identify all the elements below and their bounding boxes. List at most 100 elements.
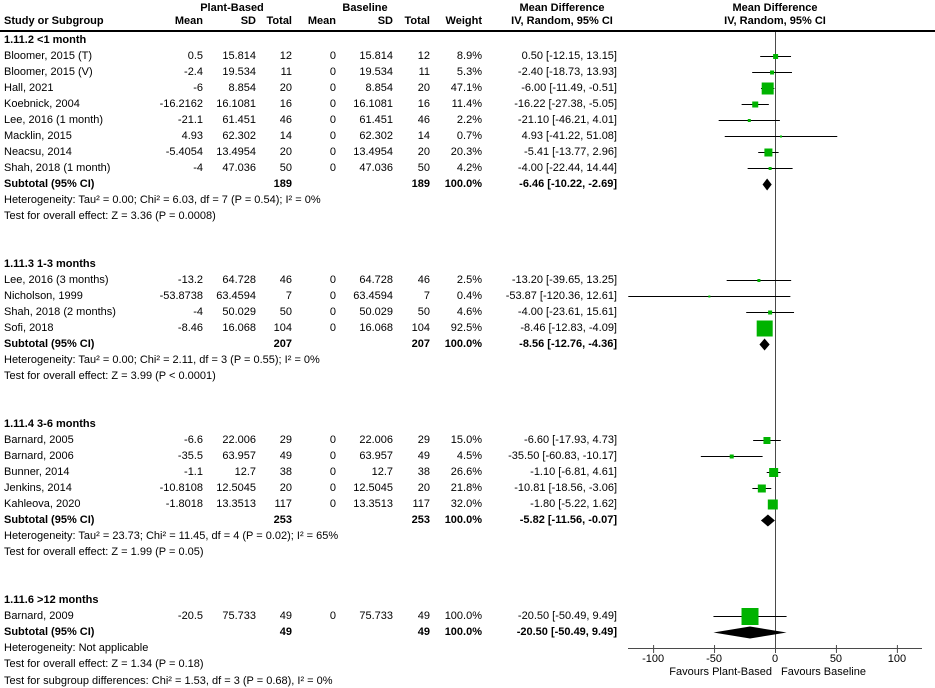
base-total: 104: [411, 322, 430, 334]
plant-sd: 62.302: [222, 130, 256, 142]
study-label: Kahleova, 2020: [4, 498, 81, 510]
plant-total: 50: [279, 306, 292, 318]
heterogeneity-text: Heterogeneity: Tau² = 23.73; Chi² = 11.4…: [4, 530, 339, 542]
plant-mean: -8.46: [177, 322, 203, 334]
plant-mean: -4: [193, 306, 203, 318]
weight: 92.5%: [450, 322, 482, 334]
study-label: Macklin, 2015: [4, 130, 72, 142]
weight: 100.0%: [444, 338, 482, 350]
subtotal-label: Subtotal (95% CI): [4, 338, 95, 350]
study-label: Barnard, 2009: [4, 610, 74, 622]
weight: 47.1%: [450, 82, 482, 94]
plant-total: 20: [279, 82, 292, 94]
base-sd: 16.068: [359, 322, 393, 334]
study-row: Jenkins, 2014 -10.8108 12.5045 20 0 12.5045 20…: [0, 480, 630, 496]
base-mean: 0: [329, 450, 336, 462]
study-marker: [757, 279, 761, 282]
study-row: Bloomer, 2015 (T) 0.5 15.814 12 0 15.814 12 8.9…: [0, 48, 630, 64]
base-sd: 15.814: [359, 50, 393, 62]
ci-text: -21.10 [-46.21, 4.01]: [517, 114, 617, 126]
study-marker: [747, 119, 751, 122]
ci-text: -8.46 [-12.83, -4.09]: [520, 322, 617, 334]
plant-mean: -4: [193, 162, 203, 174]
tick-label: 50: [829, 653, 843, 665]
study-marker: [764, 148, 773, 157]
ci-text: -4.00 [-23.61, 15.61]: [517, 306, 617, 318]
column-header-total1: Total: [266, 15, 292, 27]
group-header-plant-based: Plant-Based: [200, 2, 264, 14]
base-sd: 61.451: [359, 114, 393, 126]
base-total: 11: [418, 66, 430, 78]
plant-total: 7: [285, 290, 292, 302]
study-label: Sofi, 2018: [4, 322, 54, 334]
plant-sd: 64.728: [222, 274, 256, 286]
plant-total: 117: [274, 498, 292, 510]
plant-total: 14: [279, 130, 292, 142]
base-total: 117: [412, 498, 430, 510]
plant-total: 49: [279, 610, 292, 622]
plant-mean: -10.8108: [159, 482, 203, 494]
ci-text: -5.82 [-11.56, -0.07]: [519, 514, 617, 526]
column-header-study: Study or Subgroup: [4, 15, 104, 27]
base-sd: 22.006: [359, 434, 393, 446]
study-row: Nicholson, 1999 -53.8738 63.4594 7 0 63.4594 7…: [0, 288, 630, 304]
base-mean: 0: [329, 306, 336, 318]
plant-sd: 8.854: [228, 82, 256, 94]
ci-text: -20.50 [-50.49, 9.49]: [516, 626, 617, 638]
base-total: 189: [411, 178, 430, 190]
section-name: 1.11.3 1-3 months: [4, 258, 96, 270]
study-row: Hall, 2021 -6 8.854 20 0 8.854 20 47.1% -6.00 [-…: [0, 80, 630, 96]
plant-total: 49: [279, 626, 292, 638]
base-mean: 0: [329, 434, 336, 446]
base-sd: 19.534: [359, 66, 393, 78]
favours-left-label: Favours Plant-Based: [669, 666, 772, 678]
base-total: 49: [417, 450, 430, 462]
overall-effect-text: Test for overall effect: Z = 1.34 (P = 0…: [4, 658, 204, 670]
overall-effect-text: Test for overall effect: Z = 1.99 (P = 0…: [4, 546, 204, 558]
plant-sd: 12.5045: [216, 482, 256, 494]
study-label: Barnard, 2005: [4, 434, 74, 446]
base-mean: 0: [329, 466, 336, 478]
base-total: 20: [417, 146, 430, 158]
section-header-row: 1.11.3 1-3 months: [0, 256, 630, 272]
plant-sd: 15.814: [222, 50, 256, 62]
base-total: 253: [411, 514, 430, 526]
base-total: 38: [417, 466, 430, 478]
study-marker: [768, 310, 773, 315]
study-row: Barnard, 2006 -35.5 63.957 49 0 63.957 49 4.5% -…: [0, 448, 630, 464]
base-total: 14: [417, 130, 430, 142]
table-header-row: Study or Subgroup Mean SD Total Mean SD …: [0, 13, 630, 29]
base-sd: 50.029: [359, 306, 393, 318]
plant-mean: -21.1: [177, 114, 203, 126]
subtotal-label: Subtotal (95% CI): [4, 514, 95, 526]
study-marker: [763, 437, 771, 444]
plant-mean: -16.2162: [159, 98, 203, 110]
ci-text: -6.46 [-10.22, -2.69]: [519, 178, 617, 190]
weight: 2.5%: [456, 274, 482, 286]
plant-total: 104: [273, 322, 292, 334]
study-label: Jenkins, 2014: [4, 482, 72, 494]
study-marker: [741, 608, 759, 625]
heterogeneity-text: Heterogeneity: Tau² = 0.00; Chi² = 6.03,…: [4, 194, 321, 206]
plant-total: 207: [273, 338, 292, 350]
study-row: Bloomer, 2015 (V) -2.4 19.534 11 0 19.534 11 5.…: [0, 64, 630, 80]
column-header-mean-difference-plot: Mean Difference: [732, 2, 818, 14]
plant-sd: 61.451: [222, 114, 256, 126]
subtotal-row: Subtotal (95% CI) 207 207 100.0% -8.56 [-12.…: [0, 336, 630, 352]
plant-mean: -35.5: [177, 450, 203, 462]
study-marker: [768, 167, 772, 170]
study-label: Hall, 2021: [4, 82, 54, 94]
study-marker: [757, 484, 766, 493]
section-name: 1.11.6 >12 months: [4, 594, 99, 606]
group-header-baseline: Baseline: [342, 2, 388, 14]
base-sd: 47.036: [359, 162, 393, 174]
base-sd: 62.302: [359, 130, 393, 142]
heterogeneity-text: Heterogeneity: Tau² = 0.00; Chi² = 2.11,…: [4, 354, 320, 366]
weight: 100.0%: [444, 178, 482, 190]
base-total: 207: [411, 338, 430, 350]
base-mean: 0: [329, 114, 336, 126]
plant-mean: -5.4054: [165, 146, 203, 158]
weight: 8.9%: [456, 50, 482, 62]
base-total: 50: [417, 306, 430, 318]
study-label: Shah, 2018 (2 months): [4, 306, 116, 318]
